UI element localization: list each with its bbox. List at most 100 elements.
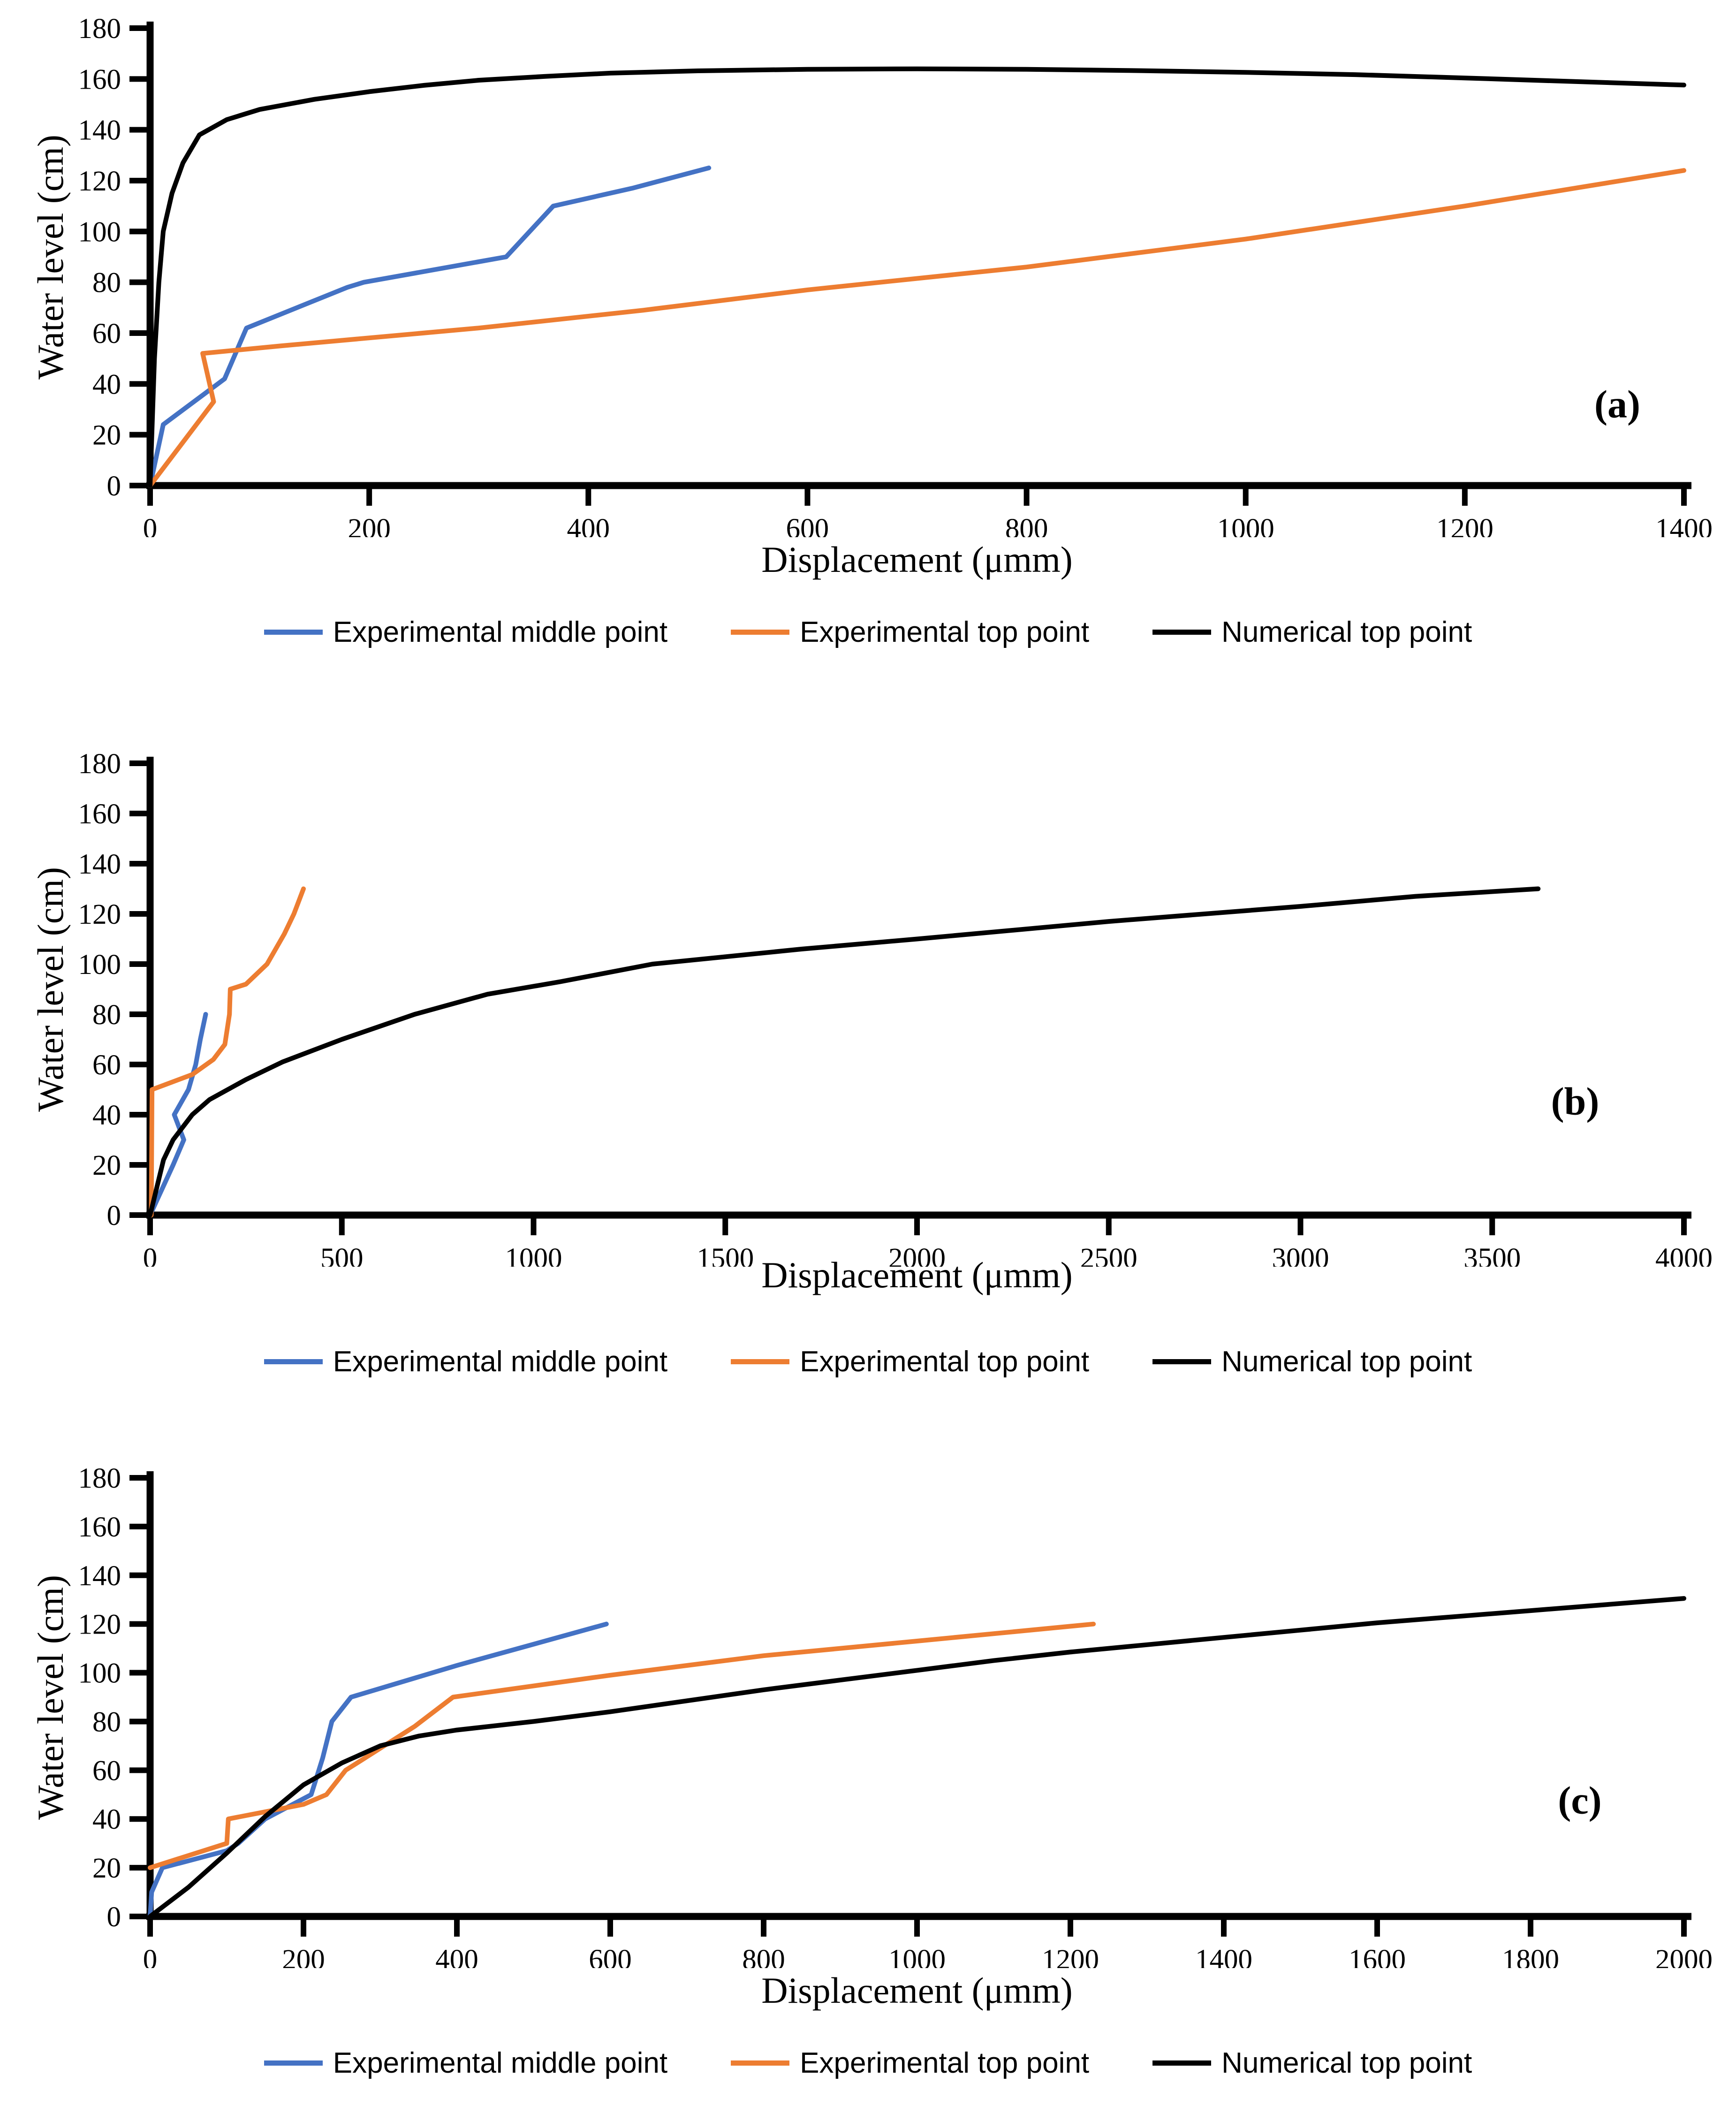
legend-line-sample-blue — [264, 630, 323, 635]
x-tick-label: 400 — [567, 513, 610, 537]
legend-item: Experimental top point — [731, 1345, 1089, 1378]
series-line-experimental-top-point — [148, 1621, 1096, 1870]
legend-item: Experimental top point — [731, 616, 1089, 649]
x-tick-label: 1200 — [1042, 1944, 1099, 1968]
x-tick-label: 1500 — [697, 1243, 754, 1267]
y-tick-label: 140 — [78, 849, 121, 880]
x-tick-label: 1400 — [1655, 513, 1713, 537]
legend-line-sample-blue — [264, 2060, 323, 2066]
y-tick-label: 20 — [92, 1150, 121, 1181]
legend-item: Numerical top point — [1152, 616, 1472, 649]
x-tick-label: 2000 — [888, 1243, 946, 1267]
x-tick-label: 2500 — [1080, 1243, 1137, 1267]
y-tick-label: 80 — [92, 1706, 121, 1738]
legend-line-sample-black — [1152, 1359, 1212, 1364]
series-line-experimental-middle-point — [148, 1012, 208, 1217]
y-tick-label: 160 — [78, 798, 121, 830]
legend-line-sample-black — [1152, 630, 1212, 635]
panel-label-a: (a) — [1594, 382, 1640, 426]
chart-panel-b: 0 20 40 60 80 100 120 140 160 180 0 500 1000 1500 2000… — [0, 732, 1736, 1447]
plot-area-b: 0 20 40 60 80 100 120 140 160 180 0 500 1000 1500 2000… — [78, 748, 1713, 1267]
legend-label: Numerical top point — [1221, 616, 1472, 648]
legend-label: Numerical top point — [1221, 1346, 1472, 1378]
x-tick-label: 600 — [589, 1944, 632, 1968]
legend-item: Experimental middle point — [264, 1345, 667, 1378]
y-tick-label: 60 — [92, 1049, 121, 1081]
legend-label: Experimental middle point — [333, 616, 668, 648]
x-tick-label: 1000 — [505, 1243, 562, 1267]
y-tick-label: 140 — [78, 1560, 121, 1592]
series-line-experimental-top-point — [149, 886, 306, 1217]
y-tick-label: 180 — [78, 1463, 121, 1494]
x-tick-label: 400 — [435, 1944, 478, 1968]
y-tick-label: 120 — [78, 899, 121, 930]
x-tick-label: 0 — [143, 1243, 158, 1267]
legend-label: Experimental top point — [800, 2047, 1090, 2079]
series-line-numerical-top-point — [148, 66, 1686, 488]
x-axis-title: Displacement (μmm) — [761, 539, 1073, 580]
y-tick-label: 160 — [78, 64, 121, 95]
y-tick-label: 160 — [78, 1512, 121, 1543]
series-line-numerical-top-point — [148, 1596, 1686, 1919]
x-tick-label: 4000 — [1655, 1243, 1713, 1267]
y-tick-label: 60 — [92, 318, 121, 350]
x-tick-label: 1400 — [1195, 1944, 1252, 1968]
legend-item: Numerical top point — [1152, 1345, 1472, 1378]
x-tick-label: 0 — [143, 513, 158, 537]
legend-label: Numerical top point — [1221, 2047, 1472, 2079]
y-tick-label: 80 — [92, 999, 121, 1031]
y-tick-label: 20 — [92, 420, 121, 451]
y-tick-label: 0 — [107, 1200, 121, 1232]
y-tick-label: 180 — [78, 13, 121, 45]
y-tick-label: 100 — [78, 216, 121, 248]
y-tick-label: 180 — [78, 748, 121, 780]
y-tick-label: 40 — [92, 1804, 121, 1835]
panel-label-b: (b) — [1551, 1080, 1600, 1124]
x-tick-label: 200 — [348, 513, 391, 537]
legend-b: Experimental middle point Experimental t… — [0, 1345, 1736, 1378]
legend-item: Experimental top point — [731, 2046, 1089, 2080]
x-tick-label: 500 — [320, 1243, 364, 1267]
legend-line-sample-orange — [731, 2060, 790, 2066]
x-tick-label: 200 — [282, 1944, 325, 1968]
x-tick-label: 1600 — [1349, 1944, 1406, 1968]
x-tick-label: 0 — [143, 1944, 158, 1968]
plot-area-a: 0 20 40 60 80 100 120 140 160 180 0 200 400 600 800 100… — [78, 13, 1713, 537]
y-tick-label: 100 — [78, 1658, 121, 1689]
y-tick-label: 40 — [92, 1100, 121, 1131]
y-tick-label: 60 — [92, 1755, 121, 1787]
legend-item: Experimental middle point — [264, 616, 667, 649]
y-tick-label: 0 — [107, 1901, 121, 1933]
y-tick-label: 100 — [78, 949, 121, 981]
y-axis-title: Water level (cm) — [30, 1574, 71, 1820]
x-tick-label: 3000 — [1272, 1243, 1329, 1267]
x-tick-label: 2000 — [1655, 1944, 1713, 1968]
y-axis-title: Water level (cm) — [30, 867, 71, 1112]
series-line-experimental-middle-point — [148, 165, 712, 488]
x-tick-label: 1000 — [1217, 513, 1274, 537]
y-tick-label: 120 — [78, 166, 121, 197]
legend-item: Numerical top point — [1152, 2046, 1472, 2080]
legend-a: Experimental middle point Experimental t… — [0, 616, 1736, 649]
legend-item: Experimental middle point — [264, 2046, 667, 2080]
legend-label: Experimental middle point — [333, 2047, 668, 2079]
legend-line-sample-black — [1152, 2060, 1212, 2066]
y-tick-label: 40 — [92, 369, 121, 400]
chart-panel-c: 0 20 40 60 80 100 120 140 160 180 0 200 400 600 800 100… — [0, 1447, 1736, 2121]
chart-panel-a: 0 20 40 60 80 100 120 140 160 180 0 200 400 600 800 100… — [0, 0, 1736, 732]
series-line-numerical-top-point — [148, 886, 1541, 1217]
x-tick-label: 1200 — [1436, 513, 1493, 537]
y-tick-label: 0 — [107, 471, 121, 502]
x-tick-label: 800 — [742, 1944, 785, 1968]
x-tick-label: 1800 — [1502, 1944, 1559, 1968]
legend-line-sample-blue — [264, 1359, 323, 1364]
x-tick-label: 1000 — [888, 1944, 946, 1968]
x-tick-label: 3500 — [1463, 1243, 1521, 1267]
series-line-experimental-top-point — [148, 168, 1686, 488]
legend-label: Experimental middle point — [333, 1346, 668, 1378]
legend-c: Experimental middle point Experimental t… — [0, 2046, 1736, 2080]
y-tick-label: 80 — [92, 267, 121, 299]
legend-label: Experimental top point — [800, 616, 1090, 648]
